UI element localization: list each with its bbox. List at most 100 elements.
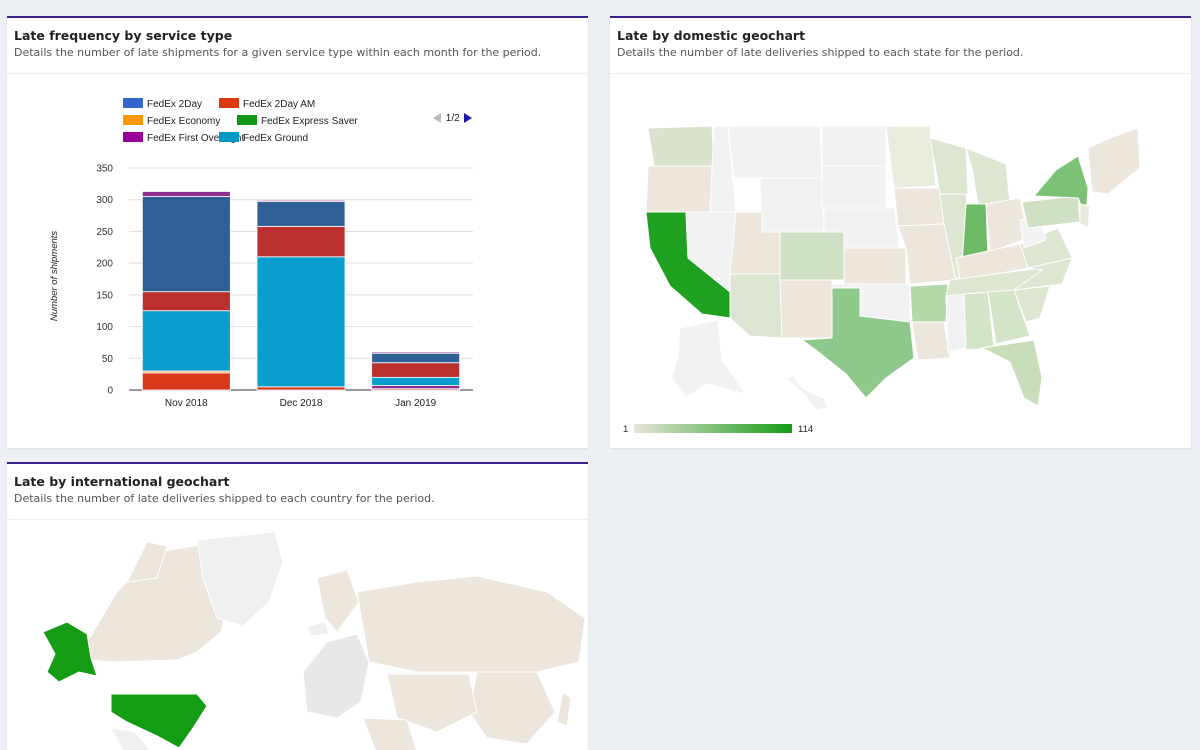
country-iceland[interactable] xyxy=(306,621,330,637)
legend-item[interactable]: FedEx Ground xyxy=(243,133,308,144)
country-middle-east[interactable] xyxy=(362,717,417,750)
bar-segment[interactable] xyxy=(371,352,461,364)
state-washington[interactable] xyxy=(647,125,715,167)
legend-item[interactable]: FedEx Economy xyxy=(147,116,220,127)
bar-segment[interactable] xyxy=(256,256,346,388)
country-japan[interactable] xyxy=(556,691,572,727)
x-tick-label: Nov 2018 xyxy=(165,398,208,409)
legend-swatch xyxy=(123,132,143,142)
bar-segment[interactable] xyxy=(256,199,346,203)
country-scandinavia[interactable] xyxy=(316,569,360,633)
state-colorado[interactable] xyxy=(779,231,845,281)
country-russia[interactable] xyxy=(356,575,586,673)
state-alaska[interactable] xyxy=(671,319,748,399)
bar-segment[interactable] xyxy=(371,376,461,386)
card-subtitle: Details the number of late deliveries sh… xyxy=(14,492,435,505)
country-alaska-usa[interactable] xyxy=(42,621,98,683)
bar-segment[interactable] xyxy=(141,191,231,197)
legend-swatch xyxy=(123,115,143,125)
state-oregon[interactable] xyxy=(645,165,715,213)
bar-segment[interactable] xyxy=(371,351,461,354)
y-tick-label: 200 xyxy=(96,259,113,270)
bar-segment[interactable] xyxy=(371,362,461,378)
legend-swatch xyxy=(219,132,239,142)
x-axis-ticks: Nov 2018 Dec 2018 Jan 2019 xyxy=(165,398,437,409)
card-header: Late by international geochart Details t… xyxy=(7,464,588,520)
scale-gradient-bar xyxy=(634,424,792,433)
state-virginia[interactable] xyxy=(1019,227,1073,269)
state-new-york[interactable] xyxy=(1032,155,1089,217)
country-arctic-islands[interactable] xyxy=(126,541,168,583)
legend-page-indicator: 1/2 xyxy=(445,113,460,124)
legend-prev-icon[interactable] xyxy=(433,113,441,124)
state-wyoming[interactable] xyxy=(759,177,825,233)
international-geochart-card: Late by international geochart Details t… xyxy=(7,462,588,750)
state-north-dakota[interactable] xyxy=(821,125,887,167)
chart-bars[interactable] xyxy=(141,191,461,391)
state-minnesota[interactable] xyxy=(885,125,937,189)
x-tick-label: Jan 2019 xyxy=(395,398,437,409)
state-new-england[interactable] xyxy=(1087,127,1141,195)
country-europe[interactable] xyxy=(302,633,370,719)
state-kansas[interactable] xyxy=(843,247,907,285)
legend-item[interactable]: FedEx 2Day AM xyxy=(243,99,315,110)
y-tick-label: 350 xyxy=(96,164,113,175)
bar-segment[interactable] xyxy=(256,225,346,258)
card-title: Late by domestic geochart xyxy=(617,28,806,43)
state-wisconsin[interactable] xyxy=(929,137,969,195)
y-tick-label: 250 xyxy=(96,227,113,238)
state-hawaii[interactable] xyxy=(784,375,829,411)
state-michigan[interactable] xyxy=(965,147,1011,205)
y-tick-label: 150 xyxy=(96,290,113,301)
y-tick-label: 50 xyxy=(102,354,114,365)
state-iowa[interactable] xyxy=(893,187,945,227)
late-frequency-card: Late frequency by service type Details t… xyxy=(7,16,588,448)
legend-item[interactable]: FedEx First Overnight xyxy=(147,133,244,144)
legend-next-icon[interactable] xyxy=(464,113,473,124)
bar-segment[interactable] xyxy=(141,372,231,391)
scale-max-label: 114 xyxy=(798,424,813,435)
legend-swatch xyxy=(123,98,143,108)
state-georgia[interactable] xyxy=(987,289,1031,345)
legend-item[interactable]: FedEx 2Day xyxy=(147,99,202,110)
bar-segment[interactable] xyxy=(256,386,346,391)
state-pennsylvania[interactable] xyxy=(1021,195,1081,229)
card-subtitle: Details the number of late deliveries sh… xyxy=(617,46,1024,59)
state-texas[interactable] xyxy=(800,287,915,399)
state-mississippi[interactable] xyxy=(945,293,967,353)
state-south-dakota[interactable] xyxy=(821,165,887,209)
bar-segment[interactable] xyxy=(256,201,346,227)
state-new-jersey[interactable] xyxy=(1079,203,1091,229)
x-tick-label: Dec 2018 xyxy=(280,398,323,409)
legend-swatch xyxy=(219,98,239,108)
y-tick-label: 300 xyxy=(96,195,113,206)
chart-legend[interactable]: FedEx 2Day FedEx 2Day AM FedEx Economy FedE… xyxy=(123,98,358,144)
state-new-mexico[interactable] xyxy=(779,279,833,339)
bar-segment[interactable] xyxy=(141,310,231,372)
y-axis-label: Number of shipments xyxy=(49,231,60,322)
state-florida[interactable] xyxy=(980,339,1043,407)
state-missouri[interactable] xyxy=(897,223,957,285)
bar-segment[interactable] xyxy=(141,196,231,293)
legend-item[interactable]: FedEx Express Saver xyxy=(261,116,358,127)
country-greenland[interactable] xyxy=(196,531,284,627)
legend-swatch xyxy=(237,115,257,125)
country-china[interactable] xyxy=(468,671,556,745)
legend-pager[interactable]: 1/2 xyxy=(433,113,473,124)
world-countries-map[interactable] xyxy=(7,522,588,750)
state-arkansas[interactable] xyxy=(909,283,949,323)
country-usa[interactable] xyxy=(110,693,208,749)
scale-min-label: 1 xyxy=(623,424,628,435)
card-subtitle: Details the number of late shipments for… xyxy=(14,46,542,59)
bar-segment[interactable] xyxy=(371,385,461,390)
card-title: Late by international geochart xyxy=(14,474,230,489)
country-central-asia[interactable] xyxy=(386,673,478,733)
state-arizona[interactable] xyxy=(729,273,783,339)
card-header: Late frequency by service type Details t… xyxy=(7,18,588,74)
card-title: Late frequency by service type xyxy=(14,28,233,43)
us-states-map[interactable] xyxy=(610,108,1191,418)
state-louisiana[interactable] xyxy=(911,321,951,361)
bar-segment[interactable] xyxy=(141,291,231,312)
country-mexico[interactable] xyxy=(110,727,153,750)
state-montana[interactable] xyxy=(727,125,823,179)
